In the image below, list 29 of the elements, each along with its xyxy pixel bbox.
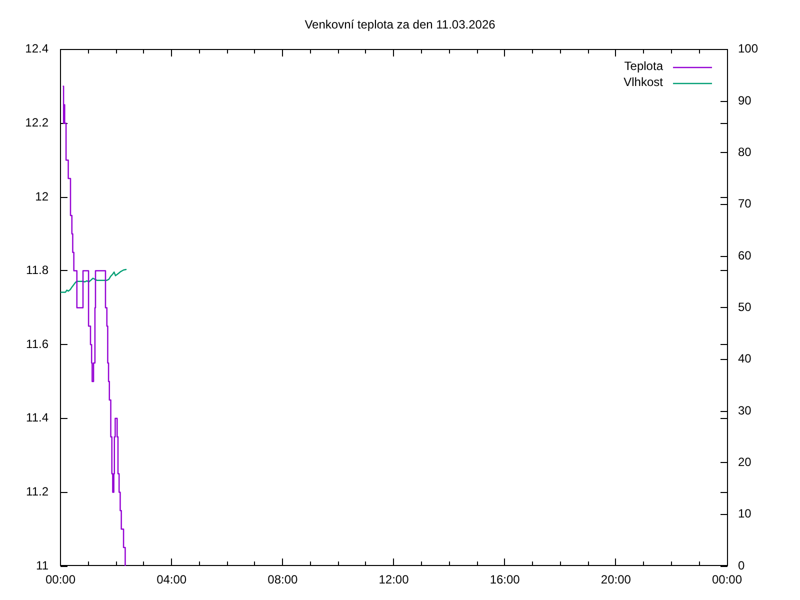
y-tick-label: 11 bbox=[36, 558, 49, 572]
x-tick-label: 08:00 bbox=[268, 572, 298, 587]
y-tick-label: 11.8 bbox=[26, 263, 49, 278]
y-tick-label: 12 bbox=[35, 189, 49, 204]
y2-tick-label: 70 bbox=[738, 196, 752, 211]
y-tick-label: 11.4 bbox=[26, 410, 49, 425]
chart-title: Venkovní teplota za den 11.03.2026 bbox=[304, 18, 496, 32]
x-tick-label: 00:00 bbox=[45, 572, 76, 587]
y2-tick-label: 20 bbox=[738, 454, 752, 469]
y2-tick-label: 80 bbox=[738, 145, 752, 160]
y2-tick-label: 10 bbox=[738, 506, 752, 521]
y-tick-label: 11.6 bbox=[26, 336, 49, 351]
legend-label: Teplota bbox=[624, 59, 664, 74]
y2-tick-label: 50 bbox=[738, 300, 752, 314]
y2-tick-label: 0 bbox=[738, 558, 745, 572]
x-tick-label: 04:00 bbox=[156, 572, 187, 587]
x-tick-label: 16:00 bbox=[490, 572, 520, 587]
x-tick-label: 12:00 bbox=[378, 572, 410, 587]
y2-tick-label: 30 bbox=[738, 403, 752, 418]
y2-tick-label: 100 bbox=[738, 42, 758, 56]
legend-label: Vlhkost bbox=[624, 75, 664, 90]
y2-tick-label: 60 bbox=[738, 248, 752, 262]
y-tick-label: 12.4 bbox=[25, 42, 49, 56]
y2-tick-label: 90 bbox=[738, 93, 752, 108]
y2-tick-label: 40 bbox=[738, 352, 752, 366]
x-tick-label: 00:00 bbox=[712, 572, 742, 587]
y-tick-label: 12.2 bbox=[25, 116, 49, 130]
x-tick-label: 20:00 bbox=[600, 572, 632, 587]
y-tick-label: 11.2 bbox=[26, 484, 49, 499]
